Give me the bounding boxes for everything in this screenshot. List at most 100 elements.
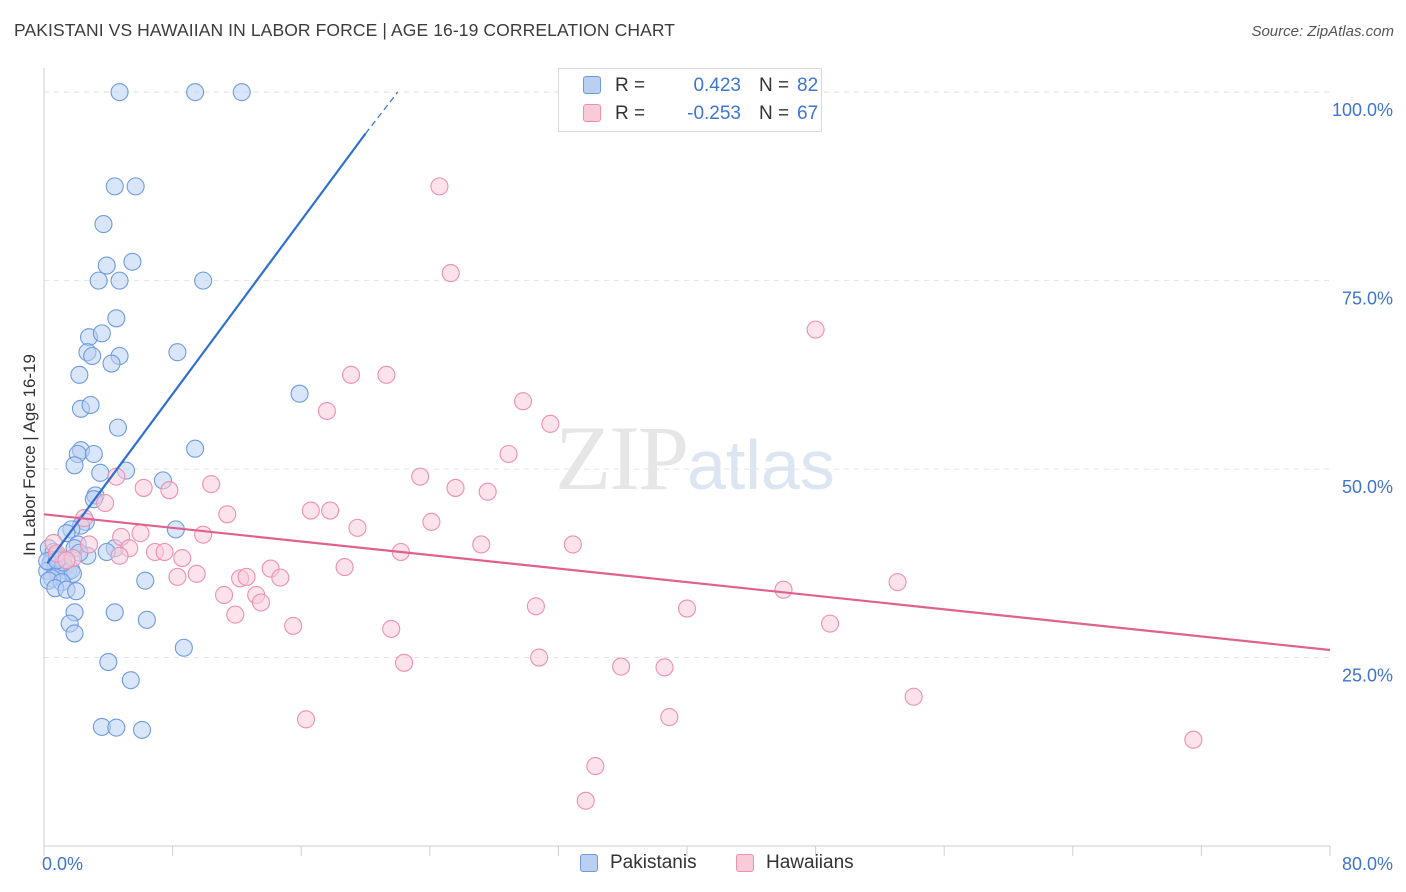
point-hawaiians bbox=[168, 567, 187, 586]
legend-r-label: R = bbox=[615, 75, 646, 96]
point-pakistanis bbox=[89, 271, 108, 290]
point-hawaiians bbox=[655, 658, 674, 677]
point-hawaiians bbox=[321, 501, 340, 520]
point-pakistanis bbox=[102, 354, 121, 373]
chart-title: PAKISTANI VS HAWAIIAN IN LABOR FORCE | A… bbox=[14, 20, 676, 40]
point-pakistanis bbox=[232, 83, 251, 102]
point-hawaiians bbox=[441, 264, 460, 283]
y-tick-label: 75.0% bbox=[1342, 289, 1393, 309]
point-pakistanis bbox=[65, 624, 84, 643]
trendline-pakistanis-extension bbox=[365, 91, 399, 134]
point-hawaiians bbox=[774, 580, 793, 599]
point-hawaiians bbox=[422, 512, 441, 531]
y-tick-label: 100.0% bbox=[1332, 100, 1393, 120]
stats-legend: R = 0.423 N = 82 R = -0.253 N = 67 bbox=[558, 68, 822, 132]
point-pakistanis bbox=[126, 177, 145, 196]
point-hawaiians bbox=[563, 535, 582, 554]
point-hawaiians bbox=[478, 482, 497, 501]
series-swatch-pakistanis bbox=[580, 854, 598, 872]
legend-swatch-pakistanis bbox=[583, 76, 601, 94]
series-label-hawaiians: Hawaiians bbox=[766, 852, 854, 873]
point-hawaiians bbox=[296, 710, 316, 729]
legend-r-value: 0.423 bbox=[693, 75, 741, 96]
point-pakistanis bbox=[107, 718, 126, 737]
point-pakistanis bbox=[97, 256, 116, 275]
legend-r-value: -0.253 bbox=[687, 103, 741, 124]
point-hawaiians bbox=[214, 585, 234, 605]
point-hawaiians bbox=[187, 564, 206, 583]
point-pakistanis bbox=[136, 571, 155, 590]
point-hawaiians bbox=[382, 619, 401, 638]
point-hawaiians bbox=[251, 593, 271, 612]
watermark: ZIPatlas bbox=[555, 405, 835, 511]
point-hawaiians bbox=[160, 481, 179, 500]
point-pakistanis bbox=[186, 439, 205, 458]
point-hawaiians bbox=[341, 365, 361, 384]
point-hawaiians bbox=[499, 444, 518, 464]
source-label: Source: ZipAtlas.com bbox=[1251, 23, 1394, 40]
point-pakistanis bbox=[108, 418, 127, 437]
watermark-atlas: atlas bbox=[687, 426, 835, 504]
point-hawaiians bbox=[904, 687, 923, 706]
point-pakistanis bbox=[83, 346, 102, 366]
point-hawaiians bbox=[301, 501, 320, 520]
point-hawaiians bbox=[348, 518, 367, 537]
point-hawaiians bbox=[541, 414, 560, 433]
point-hawaiians bbox=[237, 567, 256, 586]
point-hawaiians bbox=[472, 535, 491, 554]
point-pakistanis bbox=[186, 83, 205, 102]
point-hawaiians bbox=[202, 475, 221, 494]
point-pakistanis bbox=[107, 309, 126, 328]
point-hawaiians bbox=[317, 401, 336, 421]
series-swatch-hawaiians bbox=[736, 854, 754, 872]
y-tick-label: 50.0% bbox=[1342, 477, 1393, 497]
point-hawaiians bbox=[194, 525, 213, 544]
point-hawaiians bbox=[57, 551, 76, 570]
point-hawaiians bbox=[377, 365, 396, 384]
x-tick-label: 0.0% bbox=[42, 854, 83, 874]
point-hawaiians bbox=[411, 467, 430, 486]
point-pakistanis bbox=[110, 83, 129, 102]
point-hawaiians bbox=[155, 542, 174, 562]
legend-swatch-hawaiians bbox=[583, 104, 601, 122]
point-pakistanis bbox=[92, 324, 111, 343]
point-pakistanis bbox=[121, 671, 140, 690]
point-pakistanis bbox=[110, 271, 129, 290]
point-pakistanis bbox=[99, 653, 118, 672]
point-hawaiians bbox=[806, 320, 825, 339]
point-hawaiians bbox=[271, 568, 290, 587]
point-hawaiians bbox=[430, 177, 449, 196]
x-tick-label: 80.0% bbox=[1342, 854, 1393, 874]
point-hawaiians bbox=[530, 648, 549, 667]
point-hawaiians bbox=[677, 599, 697, 618]
point-hawaiians bbox=[226, 605, 245, 624]
legend-n-label: N = bbox=[759, 103, 790, 124]
legend-n-label: N = bbox=[759, 75, 790, 96]
point-pakistanis bbox=[174, 638, 193, 657]
point-pakistanis bbox=[105, 177, 124, 196]
point-hawaiians bbox=[107, 467, 126, 486]
point-pakistanis bbox=[67, 582, 86, 601]
point-hawaiians bbox=[513, 392, 533, 411]
point-pakistanis bbox=[81, 395, 100, 415]
point-hawaiians bbox=[660, 708, 679, 727]
point-hawaiians bbox=[173, 548, 192, 568]
point-pakistanis bbox=[105, 603, 124, 622]
point-pakistanis bbox=[84, 444, 103, 464]
point-hawaiians bbox=[218, 505, 237, 524]
point-hawaiians bbox=[284, 616, 303, 635]
point-hawaiians bbox=[446, 478, 465, 497]
point-pakistanis bbox=[168, 343, 187, 362]
point-hawaiians bbox=[586, 757, 605, 776]
point-pakistanis bbox=[94, 215, 113, 234]
point-hawaiians bbox=[526, 597, 545, 616]
point-hawaiians bbox=[110, 546, 129, 565]
point-pakistanis bbox=[137, 610, 156, 629]
y-axis-label: In Labor Force | Age 16-19 bbox=[20, 354, 39, 556]
point-hawaiians bbox=[96, 493, 115, 513]
series-label-pakistanis: Pakistanis bbox=[610, 852, 697, 873]
y-tick-label: 25.0% bbox=[1342, 666, 1393, 686]
trendline-pakistanis bbox=[46, 132, 367, 564]
point-hawaiians bbox=[131, 524, 150, 543]
